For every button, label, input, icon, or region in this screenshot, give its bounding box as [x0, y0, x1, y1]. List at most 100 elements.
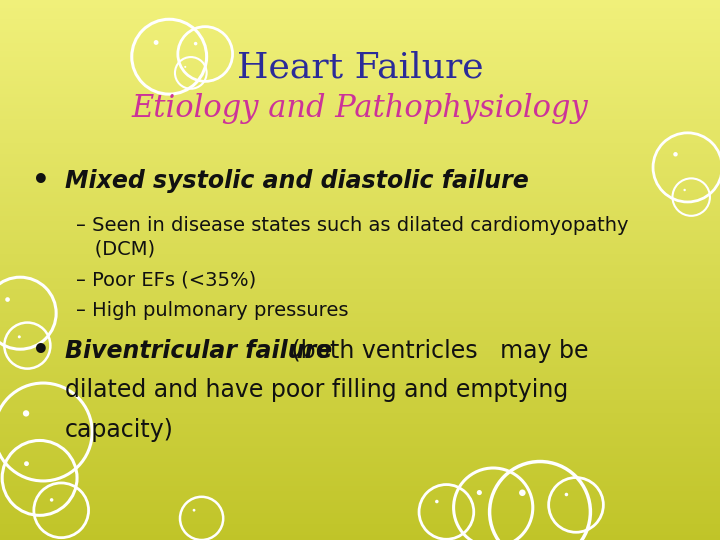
Bar — [0, 432, 720, 435]
Bar — [0, 197, 720, 200]
Bar — [0, 402, 720, 405]
Bar — [0, 70, 720, 73]
Bar — [0, 51, 720, 54]
Bar — [0, 124, 720, 127]
Bar — [0, 148, 720, 151]
Bar — [0, 194, 720, 197]
Bar — [0, 389, 720, 392]
Bar — [0, 16, 720, 19]
Bar — [0, 464, 720, 467]
Bar — [0, 140, 720, 143]
Bar — [0, 310, 720, 313]
Bar — [0, 111, 720, 113]
Bar — [0, 157, 720, 159]
Bar — [0, 497, 720, 500]
Bar — [0, 127, 720, 130]
Bar — [0, 184, 720, 186]
Bar — [0, 40, 720, 43]
Bar — [0, 383, 720, 386]
Bar — [0, 319, 720, 321]
Bar — [0, 208, 720, 211]
Bar — [0, 281, 720, 284]
Bar — [0, 192, 720, 194]
Bar — [0, 89, 720, 92]
Ellipse shape — [683, 189, 686, 191]
Bar — [0, 381, 720, 383]
Bar — [0, 170, 720, 173]
Bar — [0, 143, 720, 146]
Bar — [0, 130, 720, 132]
Bar — [0, 367, 720, 370]
Bar — [0, 100, 720, 103]
Bar — [0, 529, 720, 532]
Text: – High pulmonary pressures: – High pulmonary pressures — [76, 301, 348, 320]
Bar — [0, 232, 720, 235]
Bar — [0, 424, 720, 427]
Bar — [0, 378, 720, 381]
Bar — [0, 221, 720, 224]
Bar — [0, 513, 720, 516]
Bar — [0, 356, 720, 359]
Bar — [0, 122, 720, 124]
Bar — [0, 8, 720, 11]
Bar — [0, 5, 720, 8]
Text: – Seen in disease states such as dilated cardiomyopathy: – Seen in disease states such as dilated… — [76, 216, 628, 235]
Bar — [0, 108, 720, 111]
Bar — [0, 227, 720, 229]
Bar — [0, 354, 720, 356]
Text: (DCM): (DCM) — [76, 240, 155, 259]
Bar — [0, 49, 720, 51]
Bar — [0, 43, 720, 46]
Ellipse shape — [50, 498, 53, 502]
Text: •: • — [32, 337, 50, 365]
Bar — [0, 524, 720, 526]
Bar — [0, 243, 720, 246]
Bar — [0, 413, 720, 416]
Bar — [0, 73, 720, 76]
Bar — [0, 516, 720, 518]
Bar — [0, 535, 720, 537]
Text: – Poor EFs (<35%): – Poor EFs (<35%) — [76, 270, 256, 289]
Ellipse shape — [194, 42, 197, 45]
Text: capacity): capacity) — [65, 418, 174, 442]
Bar — [0, 446, 720, 448]
Text: Biventricular failure: Biventricular failure — [65, 339, 332, 363]
Bar — [0, 92, 720, 94]
Bar — [0, 448, 720, 451]
Bar — [0, 154, 720, 157]
Bar — [0, 105, 720, 108]
Bar — [0, 181, 720, 184]
Text: Heart Failure: Heart Failure — [237, 51, 483, 84]
Bar — [0, 346, 720, 348]
Bar — [0, 410, 720, 413]
Bar — [0, 173, 720, 176]
Bar — [0, 65, 720, 68]
Bar — [0, 394, 720, 397]
Bar — [0, 27, 720, 30]
Bar — [0, 275, 720, 278]
Bar — [0, 86, 720, 89]
Bar — [0, 146, 720, 148]
Bar — [0, 502, 720, 505]
Bar — [0, 300, 720, 302]
Bar — [0, 302, 720, 305]
Bar — [0, 256, 720, 259]
Bar — [0, 46, 720, 49]
Bar — [0, 248, 720, 251]
Bar — [0, 205, 720, 208]
Bar — [0, 491, 720, 494]
Bar — [0, 224, 720, 227]
Bar — [0, 254, 720, 256]
Bar — [0, 508, 720, 510]
Bar — [0, 19, 720, 22]
Bar — [0, 176, 720, 178]
Bar — [0, 470, 720, 472]
Bar — [0, 119, 720, 122]
Bar — [0, 505, 720, 508]
Bar — [0, 273, 720, 275]
Bar — [0, 167, 720, 170]
Bar — [0, 289, 720, 292]
Bar — [0, 416, 720, 418]
Bar — [0, 370, 720, 373]
Bar — [0, 451, 720, 454]
